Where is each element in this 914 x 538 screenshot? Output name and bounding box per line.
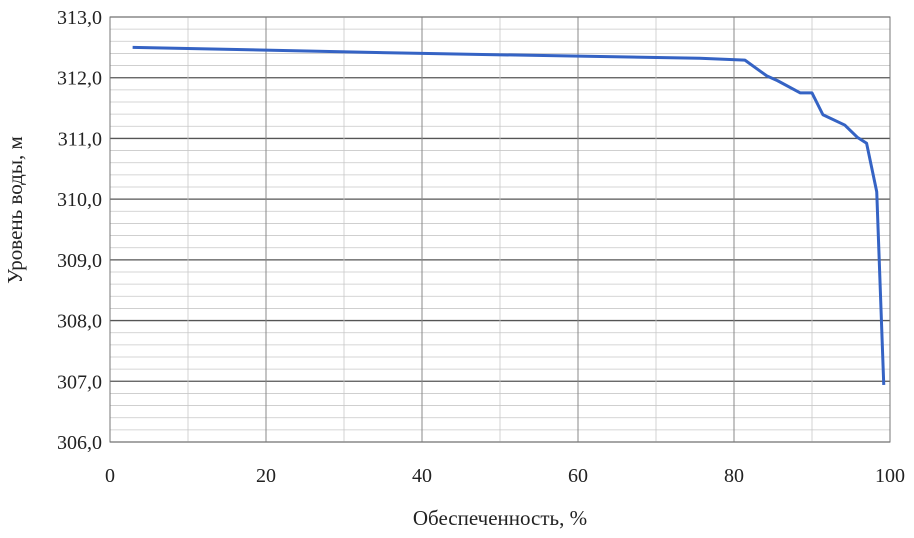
x-tick-label: 20 — [256, 465, 276, 487]
y-tick-label: 312,0 — [57, 68, 102, 90]
grid — [109, 16, 891, 443]
y-tick-label: 310,0 — [57, 189, 102, 211]
x-tick-label: 40 — [412, 465, 432, 487]
y-tick-label: 311,0 — [58, 128, 102, 150]
y-tick-label: 308,0 — [57, 311, 102, 333]
x-tick-label: 80 — [724, 465, 744, 487]
y-tick-label: 309,0 — [57, 250, 102, 272]
data-line — [132, 45, 886, 385]
series — [132, 45, 886, 385]
x-tick-label: 0 — [105, 465, 115, 487]
y-tick-labels: 306,0 307,0 308,0 309,0 310,0 311,0 312,0 313,0 — [57, 7, 102, 454]
x-tick-labels: 0 20 40 60 80 100 — [105, 465, 905, 487]
y-axis-label: Уровень воды, м — [3, 136, 27, 283]
y-tick-label: 306,0 — [57, 432, 102, 454]
x-axis-label: Обеспеченность, % — [413, 506, 587, 530]
x-tick-label: 60 — [568, 465, 588, 487]
y-tick-label: 313,0 — [57, 7, 102, 29]
plot-border — [109, 16, 891, 443]
x-tick-label: 100 — [875, 465, 905, 487]
y-tick-label: 307,0 — [57, 371, 102, 393]
